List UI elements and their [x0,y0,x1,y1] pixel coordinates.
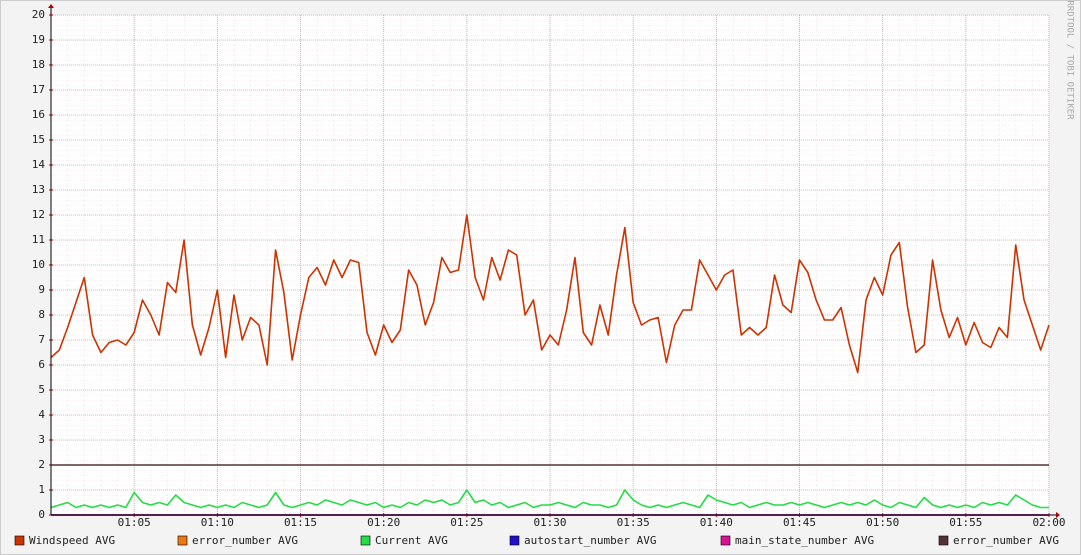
x-tick-label: 01:10 [201,516,234,529]
legend-label: error_number AVG [192,534,298,547]
x-axis-arrow [1056,512,1060,518]
y-tick-label: 2 [38,458,45,471]
y-tick-label: 9 [38,283,45,296]
legend-swatch [509,535,520,546]
y-tick-label: 8 [38,308,45,321]
legend-label: Windspeed AVG [29,534,115,547]
y-tick-label: 10 [32,258,45,271]
series-line [50,489,1049,509]
x-tick-label: 01:50 [866,516,899,529]
y-tick-label: 12 [32,208,45,221]
x-tick-label: 01:20 [367,516,400,529]
y-tick-label: 5 [38,383,45,396]
legend-label: error_number AVG [953,534,1059,547]
y-tick-label: 14 [32,158,46,171]
y-tick-label: 11 [32,233,45,246]
y-tick-label: 15 [32,133,45,146]
y-tick-label: 3 [38,433,45,446]
watermark: RRDTOOL / TOBI OETIKER [1065,0,1075,120]
legend-swatch [14,535,25,546]
x-tick-label: 01:45 [783,516,816,529]
y-tick-label: 20 [32,8,45,21]
y-tick-label: 18 [32,58,45,71]
legend-label: Current AVG [375,534,448,547]
y-tick-label: 4 [38,408,45,421]
x-tick-label: 01:55 [949,516,982,529]
legend-swatch [360,535,371,546]
y-tick-label: 17 [32,83,45,96]
legend-swatch [720,535,731,546]
x-tick-label: 01:30 [533,516,566,529]
x-tick-label: 01:35 [617,516,650,529]
series-line [50,214,1050,374]
legend-label: autostart_number AVG [524,534,656,547]
y-tick-label: 1 [38,483,45,496]
x-tick-label: 01:15 [284,516,317,529]
y-tick-label: 7 [38,333,45,346]
legend-swatch [177,535,188,546]
legend-swatch [938,535,949,546]
x-tick-label: 01:25 [450,516,483,529]
x-tick-label: 01:40 [700,516,733,529]
y-tick-label: 19 [32,33,45,46]
y-tick-label: 6 [38,358,45,371]
x-tick-label: 02:00 [1032,516,1065,529]
y-tick-label: 13 [32,183,45,196]
legend-label: main_state_number AVG [735,534,874,547]
y-tick-label: 16 [32,108,45,121]
x-tick-label: 01:05 [118,516,151,529]
y-axis-arrow [48,4,54,8]
y-tick-label: 0 [38,508,45,521]
